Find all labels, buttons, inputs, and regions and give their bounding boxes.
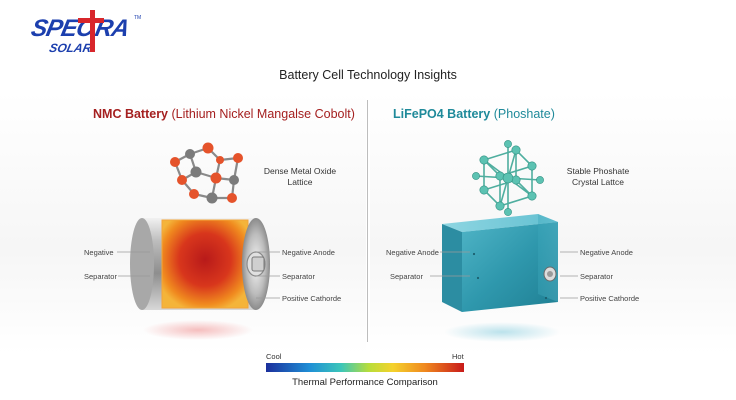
- nmc-callout-lines-left: [117, 251, 150, 277]
- lifepo4-heading: LiFePO4 Battery (Phoshate): [393, 107, 555, 121]
- nmc-lattice-label-line1: Dense Metal Oxide: [263, 166, 337, 176]
- nmc-callout-positive-cathode: Positive Cathorde: [282, 294, 342, 303]
- lifepo4-callout-lines-left: [430, 251, 470, 277]
- legend-caption: Thermal Performance Comparison: [292, 377, 438, 388]
- nmc-callout-lines-right: [256, 251, 280, 299]
- lifepo4-callout-negative-anode-left: Negative Anode: [386, 248, 439, 257]
- lifepo4-heading-subtitle: (Phoshate): [493, 107, 555, 121]
- nmc-heading: NMC Battery (Lithium Nickel Mangalse Cob…: [93, 107, 355, 121]
- spectra-solar-logo: SPEC RA SOLAR TM: [29, 10, 141, 55]
- panel-divider: [367, 100, 368, 342]
- lifepo4-lattice-label: Stable Phoshate Crystal Lattce: [548, 166, 648, 188]
- nmc-cylindrical-battery: [130, 218, 270, 340]
- lifepo4-lattice-illustration: [472, 140, 544, 216]
- nmc-lattice-label-line2: Lattice: [287, 177, 313, 187]
- nmc-callout-negative-anode: Negative Anode: [282, 248, 335, 257]
- lifepo4-callout-lines-right: [560, 251, 578, 299]
- nmc-callout-separator: Separator: [84, 272, 117, 281]
- nmc-callout-negative: Negative: [84, 248, 114, 257]
- page-title: Battery Cell Technology Insights: [279, 68, 457, 82]
- lifepo4-callout-separator: Separator: [580, 272, 613, 281]
- lifepo4-heading-title: LiFePO4 Battery: [393, 107, 491, 121]
- legend-hot-label: Hot: [452, 352, 464, 361]
- lifepo4-lattice-label-line1: Stable Phoshate: [566, 166, 630, 176]
- thermal-gradient-scale: [266, 363, 464, 372]
- lifepo4-prismatic-battery: [442, 214, 560, 342]
- lifepo4-callout-positive-cathode: Positive Cathorde: [580, 294, 640, 303]
- lifepo4-lattice-label-line2: Crystal Lattce: [572, 177, 624, 187]
- nmc-callout-separator-right: Separator: [282, 272, 315, 281]
- svg-text:TM: TM: [134, 15, 141, 21]
- lifepo4-callout-separator-left: Separator: [390, 272, 423, 281]
- nmc-lattice-illustration: [170, 142, 243, 204]
- nmc-heading-title: NMC Battery: [93, 107, 169, 121]
- svg-text:SOLAR: SOLAR: [48, 41, 93, 55]
- legend-cool-label: Cool: [266, 352, 282, 361]
- nmc-lattice-label: Dense Metal Oxide Lattice: [250, 166, 350, 188]
- lifepo4-callout-negative-anode: Negative Anode: [580, 248, 633, 257]
- nmc-heading-subtitle: (Lithium Nickel Mangalse Cobolt): [171, 107, 355, 121]
